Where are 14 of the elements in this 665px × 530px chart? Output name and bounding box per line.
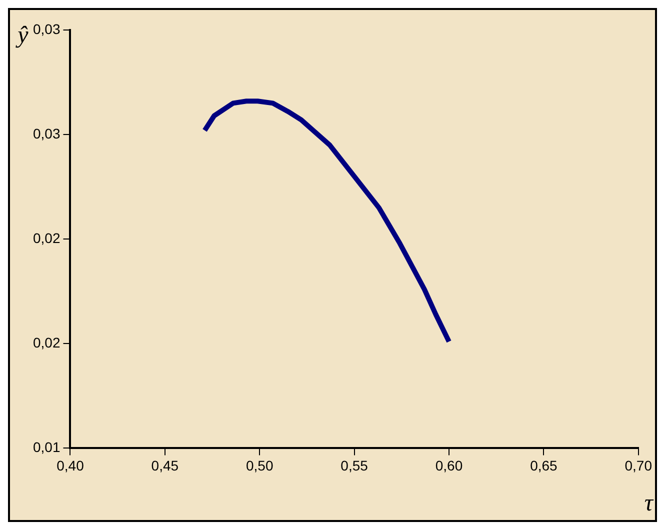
x-tick-label: 0,60: [435, 457, 463, 474]
y-axis-title: ŷ: [16, 22, 29, 48]
y-tick-label: 0,01: [33, 439, 60, 456]
x-axis-title: τ: [644, 490, 654, 516]
y-tick-label: 0,03: [33, 125, 60, 142]
y-tick-label: 0,03: [33, 20, 60, 37]
x-tick-label: 0,40: [56, 457, 84, 474]
x-tick-label: 0,70: [624, 457, 652, 474]
y-tick-label: 0,02: [33, 230, 60, 246]
x-tick-label: 0,50: [246, 457, 274, 474]
x-tick-label: 0,65: [530, 457, 558, 474]
x-tick-label: 0,55: [340, 457, 368, 474]
x-tick-label: 0,45: [151, 457, 179, 474]
y-tick-label: 0,02: [33, 334, 60, 351]
